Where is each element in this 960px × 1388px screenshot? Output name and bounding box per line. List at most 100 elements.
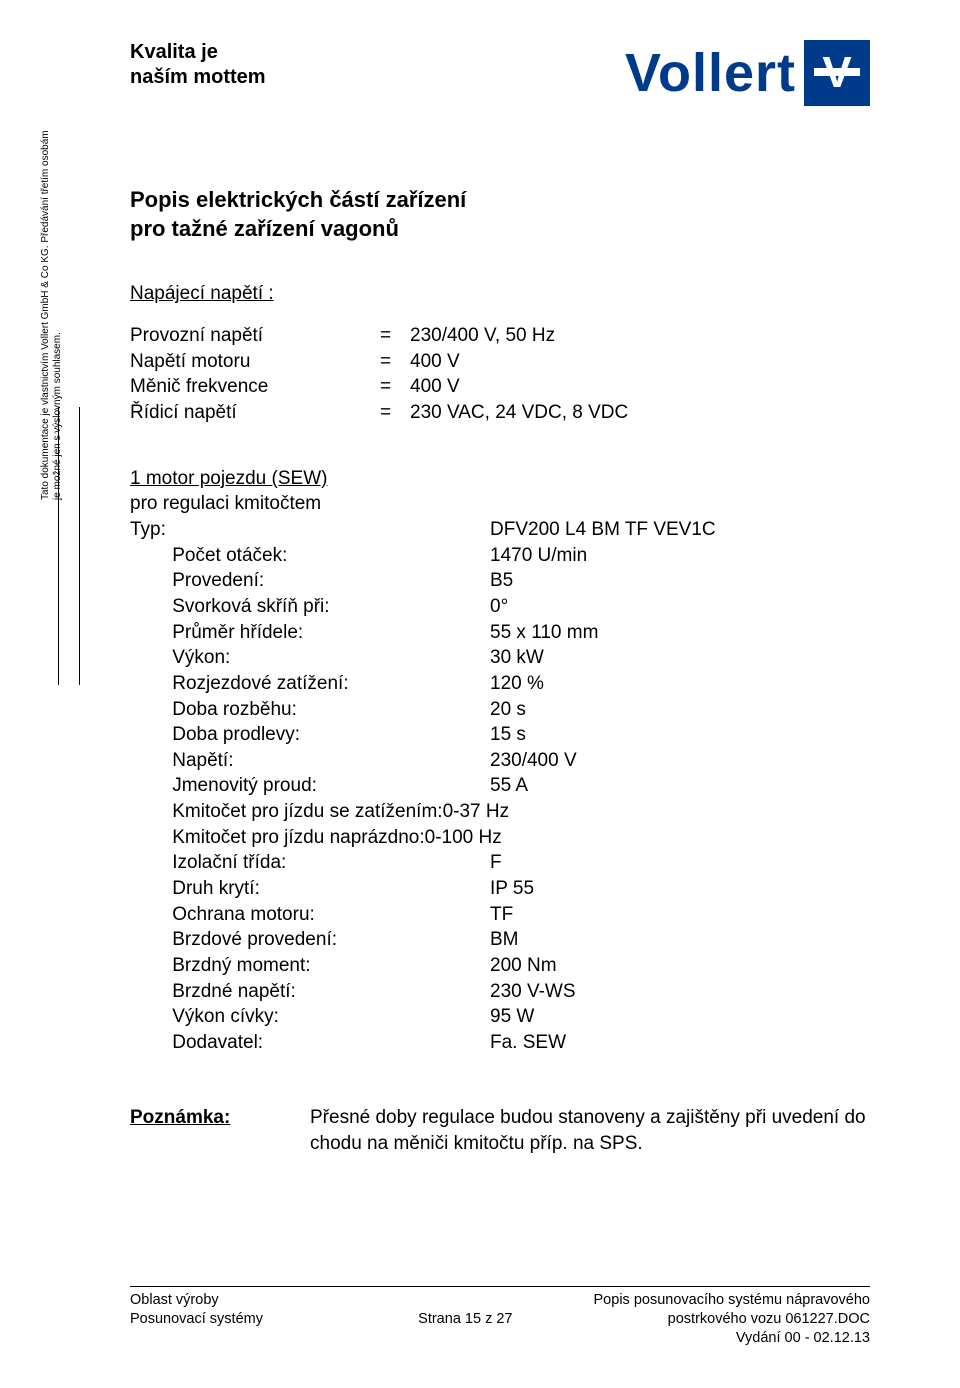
- motor-label: Doba prodlevy:: [130, 722, 490, 748]
- footer-right: Vydání 00 - 02.12.13: [736, 1329, 870, 1348]
- motor-row: Izolační třída:F: [130, 850, 870, 876]
- supply-label: Řídicí napětí: [130, 400, 380, 426]
- motor-label: Průměr hřídele:: [130, 620, 490, 646]
- motor-value: [490, 799, 870, 825]
- motor-value: 55 A: [490, 773, 870, 799]
- motor-value: 200 Nm: [490, 953, 870, 979]
- motor-value: BM: [490, 927, 870, 953]
- motor-section: 1 motor pojezdu (SEW) pro regulaci kmito…: [130, 466, 870, 1056]
- motor-heading: 1 motor pojezdu (SEW): [130, 466, 870, 492]
- motor-label: Dodavatel:: [130, 1030, 490, 1056]
- motor-value: Fa. SEW: [490, 1030, 870, 1056]
- footer-row: Posunovací systémy Strana 15 z 27 postrk…: [130, 1310, 870, 1329]
- supply-label: Měnič frekvence: [130, 374, 380, 400]
- motor-label: Kmitočet pro jízdu naprázdno:0-100 Hz: [130, 825, 490, 851]
- motor-label: Svorková skříň při:: [130, 594, 490, 620]
- logo-mark-icon: V: [804, 40, 870, 106]
- motto-line1: Kvalita je: [130, 40, 266, 65]
- supply-row: Provozní napětí = 230/400 V, 50 Hz: [130, 323, 870, 349]
- motto-line2: naším mottem: [130, 65, 266, 90]
- footer-right: postrkového vozu 061227.DOC: [668, 1310, 870, 1329]
- motor-row: Průměr hřídele:55 x 110 mm: [130, 620, 870, 646]
- page: Kvalita je naším mottem Vollert V Popis …: [0, 0, 960, 1388]
- motor-row: Napětí:230/400 V: [130, 748, 870, 774]
- motor-value: 1470 U/min: [490, 543, 870, 569]
- supply-row: Měnič frekvence = 400 V: [130, 374, 870, 400]
- motor-subheading: pro regulaci kmitočtem: [130, 491, 870, 517]
- motor-label: Napětí:: [130, 748, 490, 774]
- motor-row: Svorková skříň při:0°: [130, 594, 870, 620]
- supply-row: Napětí motoru = 400 V: [130, 349, 870, 375]
- motor-label: Brzdný moment:: [130, 953, 490, 979]
- motor-row: Brzdné napětí:230 V-WS: [130, 979, 870, 1005]
- motor-row: Druh krytí:IP 55: [130, 876, 870, 902]
- motto: Kvalita je naším mottem: [130, 40, 266, 90]
- motor-label: Kmitočet pro jízdu se zatížením:0-37 Hz: [130, 799, 490, 825]
- motor-spec-table: Typ:DFV200 L4 BM TF VEV1C Počet otáček:1…: [130, 517, 870, 1055]
- equals-sign: =: [380, 400, 410, 426]
- logo-text: Vollert: [625, 42, 796, 104]
- header: Kvalita je naším mottem Vollert V: [130, 40, 870, 106]
- motor-row: Počet otáček:1470 U/min: [130, 543, 870, 569]
- supply-heading: Napájecí napětí :: [130, 283, 870, 305]
- motor-label: Doba rozběhu:: [130, 697, 490, 723]
- motor-label: Izolační třída:: [130, 850, 490, 876]
- motor-value: 30 kW: [490, 645, 870, 671]
- supply-row: Řídicí napětí = 230 VAC, 24 VDC, 8 VDC: [130, 400, 870, 426]
- footer-row: Oblast výroby Popis posunovacího systému…: [130, 1291, 870, 1310]
- motor-label: Výkon:: [130, 645, 490, 671]
- motor-label: Počet otáček:: [130, 543, 490, 569]
- supply-value: 400 V: [410, 349, 870, 375]
- motor-value: TF: [490, 902, 870, 928]
- motor-value: 120 %: [490, 671, 870, 697]
- supply-label: Provozní napětí: [130, 323, 380, 349]
- motor-label: Typ:: [130, 517, 490, 543]
- motor-label: Druh krytí:: [130, 876, 490, 902]
- page-title: Popis elektrických částí zařízení pro ta…: [130, 186, 870, 243]
- motor-row: Doba rozběhu:20 s: [130, 697, 870, 723]
- motor-row: Rozjezdové zatížení:120 %: [130, 671, 870, 697]
- supply-value: 400 V: [410, 374, 870, 400]
- motor-label: Výkon cívky:: [130, 1004, 490, 1030]
- footer-row: Vydání 00 - 02.12.13: [130, 1329, 870, 1348]
- supply-value: 230/400 V, 50 Hz: [410, 323, 870, 349]
- footer-left: Oblast výroby: [130, 1291, 219, 1310]
- motor-row: Dodavatel:Fa. SEW: [130, 1030, 870, 1056]
- motor-value: IP 55: [490, 876, 870, 902]
- equals-sign: =: [380, 374, 410, 400]
- note-text: Přesné doby regulace budou stanoveny a z…: [310, 1105, 870, 1156]
- motor-value: F: [490, 850, 870, 876]
- title-line2: pro tažné zařízení vagonů: [130, 215, 870, 244]
- motor-label: Ochrana motoru:: [130, 902, 490, 928]
- supply-label: Napětí motoru: [130, 349, 380, 375]
- motor-row: Provedení:B5: [130, 568, 870, 594]
- motor-label: Brzdné napětí:: [130, 979, 490, 1005]
- motor-row: Doba prodlevy:15 s: [130, 722, 870, 748]
- ownership-line2: je možné jen s výslovným souhlasem.: [52, 100, 64, 500]
- footer: Oblast výroby Popis posunovacího systému…: [130, 1286, 870, 1348]
- supply-table: Provozní napětí = 230/400 V, 50 Hz Napět…: [130, 323, 870, 426]
- motor-row: Brzdové provedení:BM: [130, 927, 870, 953]
- footer-left: Posunovací systémy: [130, 1310, 263, 1329]
- motor-label: Rozjezdové zatížení:: [130, 671, 490, 697]
- motor-row: Kmitočet pro jízdu naprázdno:0-100 Hz: [130, 825, 870, 851]
- motor-value: DFV200 L4 BM TF VEV1C: [490, 517, 870, 543]
- equals-sign: =: [380, 349, 410, 375]
- ownership-note: Tato dokumentace je vlastnictvím Vollert…: [40, 100, 64, 500]
- motor-value: [490, 825, 870, 851]
- motor-value: 20 s: [490, 697, 870, 723]
- equals-sign: =: [380, 323, 410, 349]
- motor-label: Jmenovitý proud:: [130, 773, 490, 799]
- motor-value: 0°: [490, 594, 870, 620]
- motor-row: Výkon:30 kW: [130, 645, 870, 671]
- motor-row: Jmenovitý proud:55 A: [130, 773, 870, 799]
- motor-row: Výkon cívky:95 W: [130, 1004, 870, 1030]
- logo: Vollert V: [625, 40, 870, 106]
- title-line1: Popis elektrických částí zařízení: [130, 186, 870, 215]
- logo-mark-letter: V: [822, 51, 851, 95]
- note-label: Poznámka:: [130, 1105, 310, 1156]
- note-block: Poznámka: Přesné doby regulace budou sta…: [130, 1105, 870, 1156]
- motor-value: 15 s: [490, 722, 870, 748]
- motor-label: Provedení:: [130, 568, 490, 594]
- motor-value: 230/400 V: [490, 748, 870, 774]
